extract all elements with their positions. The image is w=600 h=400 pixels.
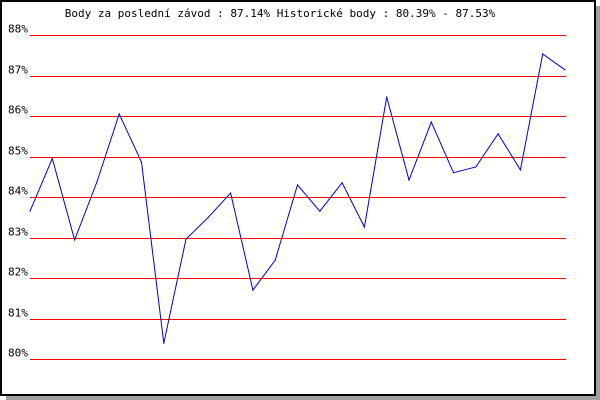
- data-point: [73, 239, 76, 241]
- data-point: [274, 259, 276, 261]
- series-line: [29, 53, 566, 344]
- data-point: [252, 289, 254, 291]
- data-point: [51, 157, 53, 160]
- y-tick-label: 87%: [8, 64, 28, 77]
- y-tick-label: 82%: [8, 266, 28, 279]
- data-point: [118, 113, 120, 115]
- y-tick-label: 86%: [8, 104, 28, 117]
- data-point: [296, 184, 299, 186]
- data-point: [363, 226, 365, 228]
- data-point: [163, 342, 165, 344]
- data-point: [341, 182, 343, 184]
- chart-title: Body za poslední závod : 87.14% Historic…: [65, 7, 496, 20]
- data-point: [408, 179, 410, 181]
- y-tick-label: 81%: [8, 307, 28, 320]
- y-tick-label: 88%: [8, 23, 28, 36]
- data-point: [319, 210, 321, 212]
- data-point: [140, 161, 143, 163]
- data-point: [519, 169, 522, 171]
- data-point: [475, 166, 477, 168]
- data-point: [96, 181, 98, 183]
- data-point: [207, 216, 209, 218]
- data-point: [29, 210, 31, 212]
- data-point: [497, 133, 499, 135]
- y-tick-label: 83%: [8, 226, 28, 239]
- y-tick-label: 84%: [8, 185, 28, 198]
- data-point: [230, 192, 232, 194]
- data-point: [542, 53, 544, 55]
- data-point: [452, 172, 455, 174]
- y-tick-label: 85%: [8, 145, 28, 158]
- data-point: [430, 121, 432, 123]
- data-point: [564, 69, 566, 71]
- y-tick-label: 80%: [8, 347, 28, 360]
- data-point: [185, 238, 187, 240]
- data-point: [386, 96, 388, 98]
